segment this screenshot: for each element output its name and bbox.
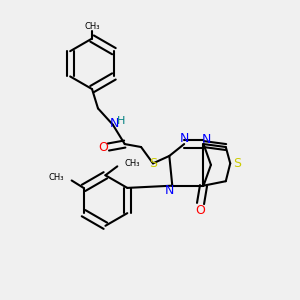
Text: CH₃: CH₃: [49, 173, 64, 182]
Text: N: N: [179, 132, 189, 145]
Text: N: N: [110, 117, 119, 130]
Text: CH₃: CH₃: [84, 22, 100, 31]
Text: S: S: [149, 157, 157, 170]
Text: O: O: [196, 203, 206, 217]
Text: H: H: [117, 116, 125, 126]
Text: N: N: [202, 133, 211, 146]
Text: O: O: [98, 140, 108, 154]
Text: CH₃: CH₃: [125, 160, 140, 169]
Text: S: S: [233, 157, 241, 170]
Text: N: N: [165, 184, 174, 196]
